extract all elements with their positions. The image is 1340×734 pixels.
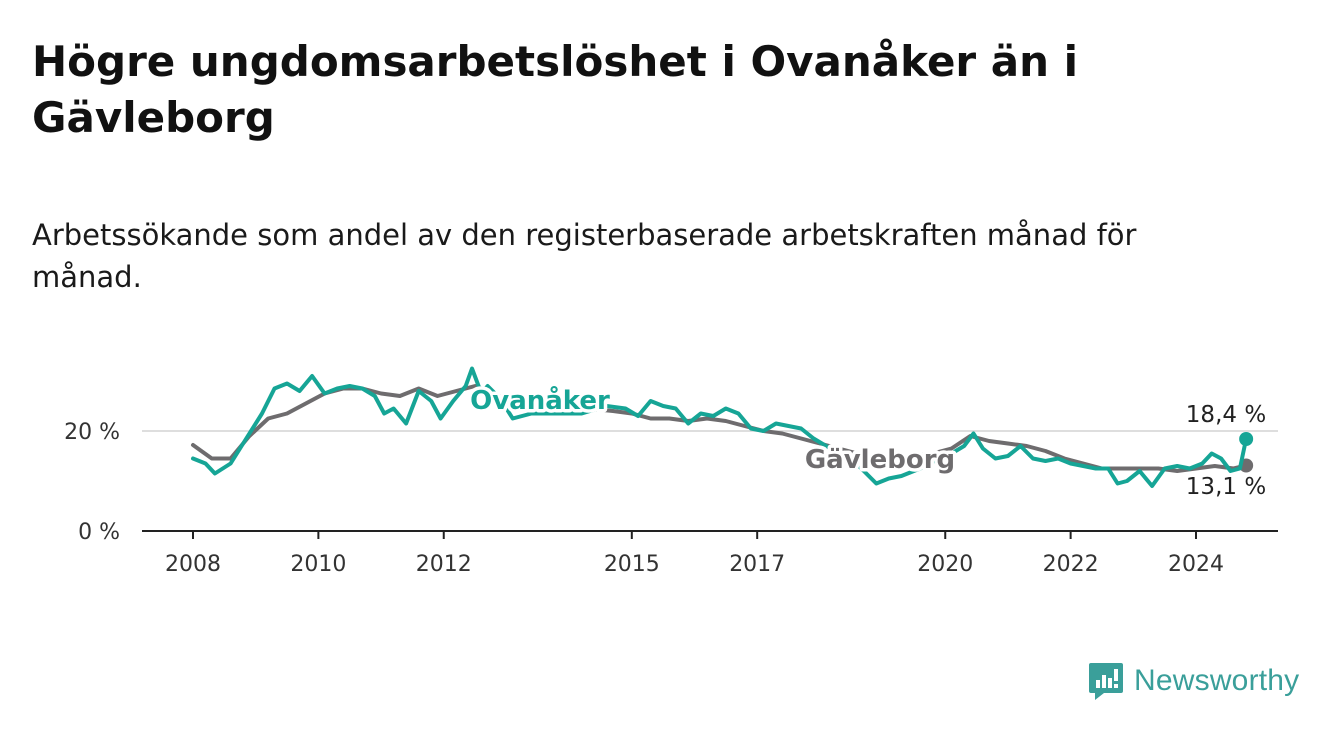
series-lines: [191, 366, 1254, 488]
chart-subtitle: Arbetssökande som andel av den registerb…: [32, 218, 1137, 294]
brand-name: Newsworthy: [1134, 664, 1300, 697]
line-chart: 0 %20 %2008 2010 2012 2015 2017 2020 2022 2024 …: [64, 366, 1278, 577]
x-tick-label: 2020: [917, 552, 973, 577]
series-end-label: 18,4 %: [1186, 402, 1266, 428]
x-tick-label: 2008: [165, 552, 221, 577]
x-tick-label: 2022: [1043, 552, 1099, 577]
axes: 0 % 20 % 2008 2010 2012 2015 2017 2020 2022 2024: [64, 420, 1278, 577]
series-name-label: Ovanåker: [470, 384, 610, 416]
x-tick-label: 2024: [1168, 552, 1224, 577]
series-line-ovanåker: [191, 366, 1249, 488]
x-tick-label: 2017: [729, 552, 785, 577]
series-end-label: 13,1 %: [1186, 474, 1266, 500]
x-tick-label: 2012: [416, 552, 472, 577]
series-line-gävleborg: [191, 384, 1249, 473]
chart-title: Högre ungdomsarbetslöshet i Ovanåker än …: [32, 37, 1079, 142]
x-tick-label: 2010: [290, 552, 346, 577]
newsworthy-logo-icon: [1089, 663, 1123, 700]
x-tick-label: 2015: [604, 552, 660, 577]
series-end-point: [1239, 432, 1254, 446]
series-name-label: Gävleborg: [805, 445, 955, 475]
y-tick-label: 20 %: [64, 420, 120, 445]
y-tick-label: 0 %: [78, 520, 120, 545]
newsworthy-brand[interactable]: Newsworthy: [1088, 660, 1299, 702]
series-labels: Ovanåker Gävleborg 18,4 % 13,1 %: [467, 381, 1270, 504]
